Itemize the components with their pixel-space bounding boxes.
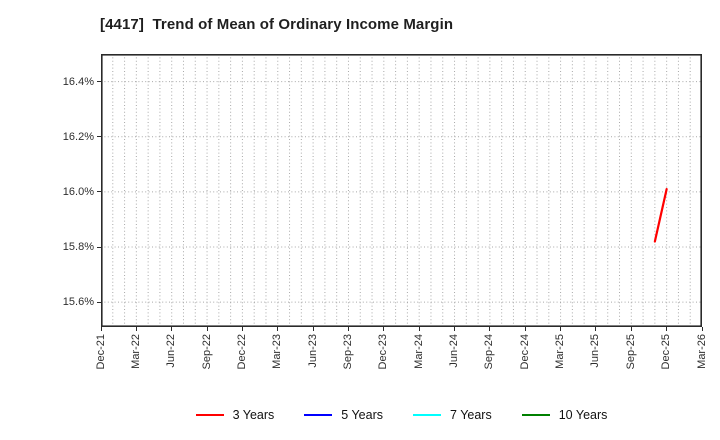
x-tick-mark bbox=[135, 327, 137, 331]
x-tick-label: Sep-22 bbox=[200, 334, 213, 370]
legend-line-swatch bbox=[413, 413, 442, 417]
plot-canvas bbox=[101, 54, 702, 327]
y-tick-label: 16.0% bbox=[62, 185, 94, 198]
x-tick-mark bbox=[241, 327, 243, 331]
plot-frame bbox=[101, 54, 702, 327]
x-tick-mark bbox=[595, 327, 597, 331]
x-tick-mark bbox=[701, 327, 703, 331]
x-tick-mark bbox=[454, 327, 456, 331]
x-tick-label: Mar-22 bbox=[129, 334, 142, 369]
x-tick-mark bbox=[630, 327, 632, 331]
x-tick-mark bbox=[524, 327, 526, 331]
x-tick-mark bbox=[171, 327, 173, 331]
x-tick-label: Mar-23 bbox=[271, 334, 284, 369]
x-tick-label: Sep-23 bbox=[341, 334, 354, 370]
x-tick-mark bbox=[560, 327, 562, 331]
x-tick-mark bbox=[383, 327, 385, 331]
legend-item-10-years: 10 Years bbox=[521, 408, 608, 422]
x-tick-label: Jun-22 bbox=[165, 334, 178, 368]
y-tick-mark bbox=[97, 301, 101, 303]
legend-line-swatch bbox=[304, 413, 333, 417]
legend-item-5-years: 5 Years bbox=[304, 408, 383, 422]
x-tick-label: Jun-25 bbox=[589, 334, 602, 368]
x-tick-label: Dec-23 bbox=[377, 334, 390, 370]
y-tick-mark bbox=[97, 81, 101, 83]
x-tick-label: Sep-24 bbox=[483, 334, 496, 370]
x-tick-label: Mar-24 bbox=[412, 334, 425, 369]
y-tick-mark bbox=[97, 246, 101, 248]
legend-label: 3 Years bbox=[232, 408, 275, 422]
plot-area bbox=[101, 54, 702, 327]
legend-line-swatch bbox=[521, 413, 550, 417]
legend-label: 5 Years bbox=[341, 408, 384, 422]
legend: 3 Years 5 Years 7 Years 10 Years bbox=[101, 402, 702, 428]
x-tick-mark bbox=[206, 327, 208, 331]
x-tick-label: Jun-24 bbox=[448, 334, 461, 368]
x-tick-label: Dec-25 bbox=[660, 334, 673, 370]
y-tick-mark bbox=[97, 136, 101, 138]
x-tick-mark bbox=[418, 327, 420, 331]
y-tick-label: 15.8% bbox=[62, 241, 94, 254]
y-tick-label: 16.4% bbox=[62, 75, 94, 88]
legend-line-swatch bbox=[195, 413, 224, 417]
x-tick-label: Sep-25 bbox=[624, 334, 637, 370]
legend-label: 10 Years bbox=[558, 408, 608, 422]
x-tick-mark bbox=[100, 327, 102, 331]
x-tick-mark bbox=[666, 327, 668, 331]
x-tick-mark bbox=[347, 327, 349, 331]
x-tick-label: Dec-22 bbox=[235, 334, 248, 370]
legend-item-7-years: 7 Years bbox=[413, 408, 492, 422]
legend-label: 7 Years bbox=[450, 408, 492, 422]
x-tick-mark bbox=[489, 327, 491, 331]
x-tick-mark bbox=[312, 327, 314, 331]
legend-item-3-years: 3 Years bbox=[195, 408, 275, 422]
x-tick-label: Jun-23 bbox=[306, 334, 319, 368]
chart-title: [4417] Trend of Mean of Ordinary Income … bbox=[100, 16, 454, 33]
x-tick-mark bbox=[277, 327, 279, 331]
y-tick-label: 16.2% bbox=[62, 130, 94, 143]
x-tick-label: Dec-24 bbox=[518, 334, 531, 370]
x-tick-label: Mar-26 bbox=[695, 334, 708, 369]
y-tick-label: 15.6% bbox=[62, 296, 94, 309]
series-line-3-years bbox=[653, 188, 668, 243]
y-tick-mark bbox=[97, 191, 101, 193]
x-tick-label: Mar-25 bbox=[554, 334, 567, 369]
x-tick-label: Dec-21 bbox=[94, 334, 107, 370]
